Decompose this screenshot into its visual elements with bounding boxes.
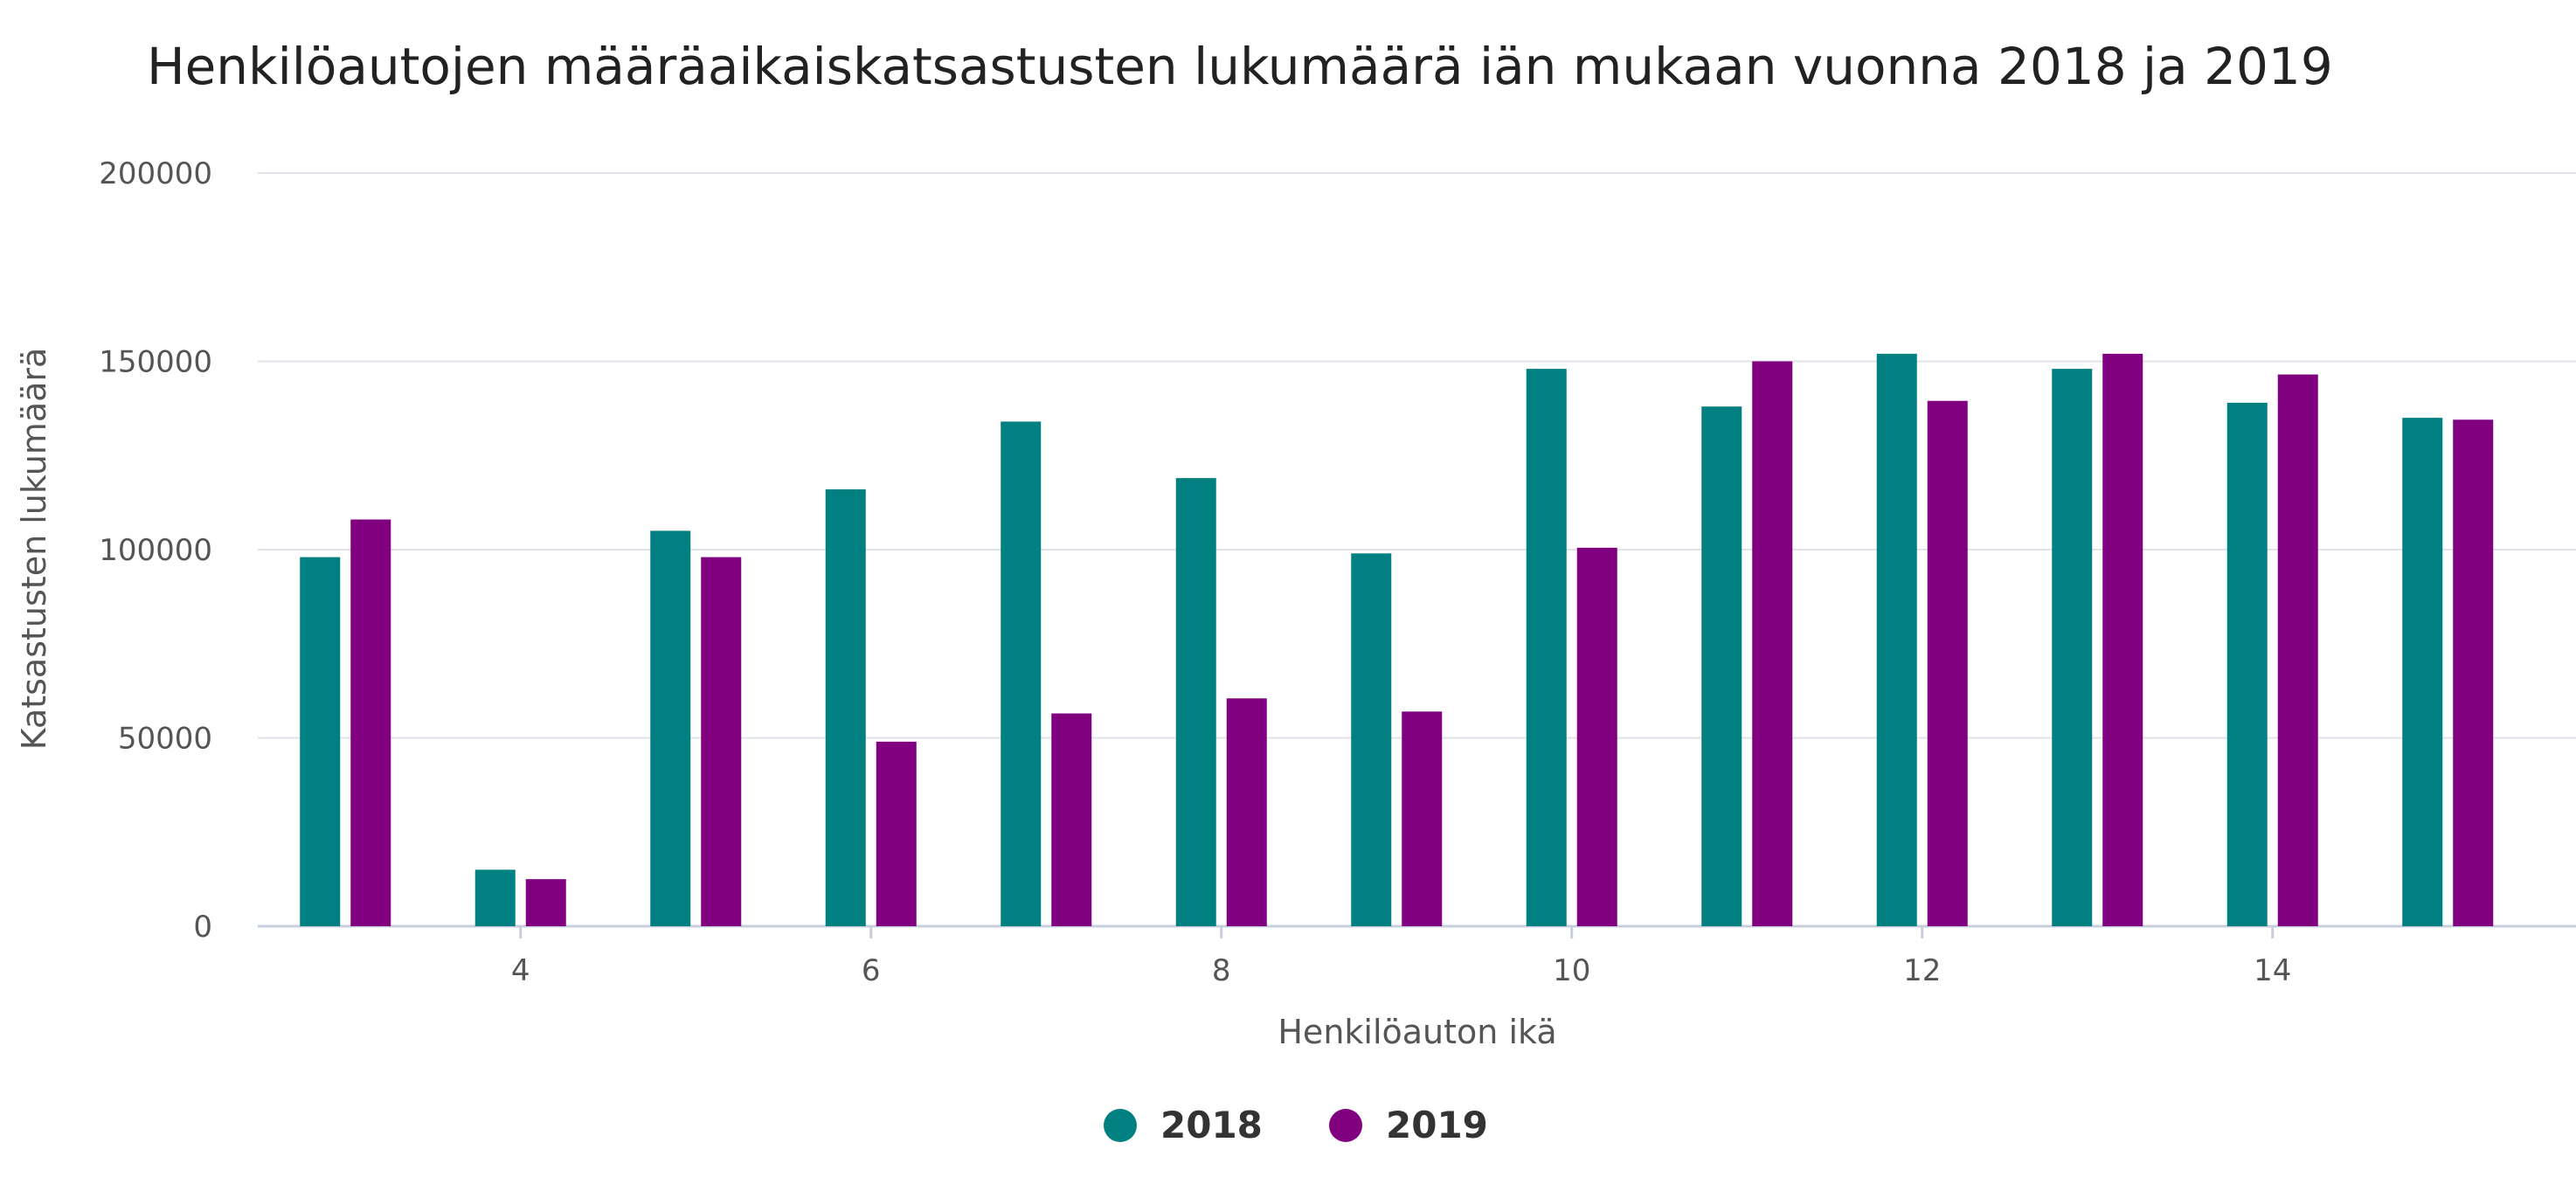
- bar-2018-9: [1351, 553, 1392, 926]
- x-tick-label: 14: [2254, 953, 2291, 988]
- bar-2019-5: [701, 557, 742, 926]
- x-tick-label: 4: [511, 953, 530, 988]
- legend-marker-2018: [1104, 1109, 1137, 1142]
- bar-2019-13: [2102, 353, 2143, 926]
- y-tick-label: 200000: [99, 156, 212, 191]
- x-tick-label: 6: [862, 953, 881, 988]
- legend-marker-2019: [1329, 1109, 1362, 1142]
- legend-label-2018: 2018: [1160, 1104, 1263, 1146]
- bar-2019-11: [1752, 361, 1793, 926]
- bar-2019-4: [525, 879, 566, 926]
- x-tick-label: 8: [1212, 953, 1231, 988]
- bar-2018-6: [825, 489, 866, 926]
- bar-2019-7: [1051, 713, 1092, 926]
- x-axis-label: Henkilöauton ikä: [1278, 1013, 1556, 1051]
- bar-2018-14: [2226, 402, 2268, 926]
- bar-2018-8: [1175, 478, 1216, 926]
- bar-2018-7: [1001, 421, 1042, 927]
- bar-2019-6: [876, 741, 917, 926]
- bar-2018-15: [2402, 418, 2443, 926]
- y-tick-label: 150000: [99, 345, 212, 380]
- bar-2018-3: [300, 557, 341, 926]
- legend: 2018 2019: [1104, 1104, 1488, 1146]
- bar-2018-13: [2052, 369, 2093, 926]
- y-tick-label: 100000: [99, 533, 212, 568]
- bar-2019-9: [1402, 711, 1443, 926]
- x-axis-ticks: 4 6 8 10 12 14: [511, 926, 2291, 988]
- bar-2019-12: [1927, 400, 1968, 926]
- bar-2018-12: [1876, 353, 1917, 926]
- x-tick-label: 12: [1903, 953, 1941, 988]
- bars: [300, 353, 2494, 927]
- bar-2018-11: [1701, 406, 1742, 927]
- chart-title: Henkilöautojen määräaikaiskatsastusten l…: [147, 37, 2333, 96]
- legend-label-2019: 2019: [1386, 1104, 1488, 1146]
- bar-2018-10: [1526, 369, 1567, 926]
- y-tick-label: 50000: [118, 722, 212, 757]
- bar-2018-4: [474, 869, 516, 926]
- bar-2018-5: [650, 530, 691, 926]
- bar-2019-3: [350, 519, 391, 926]
- y-axis-ticks: 0 50000 100000 150000 200000: [99, 156, 212, 945]
- y-tick-label: 0: [193, 910, 212, 945]
- y-axis-label: Katsastusten lukumäärä: [15, 348, 53, 751]
- x-tick-label: 10: [1553, 953, 1590, 988]
- bar-2019-14: [2277, 374, 2318, 927]
- bar-2019-10: [1576, 547, 1617, 926]
- bar-2019-8: [1226, 698, 1267, 926]
- bar-2019-15: [2453, 419, 2494, 926]
